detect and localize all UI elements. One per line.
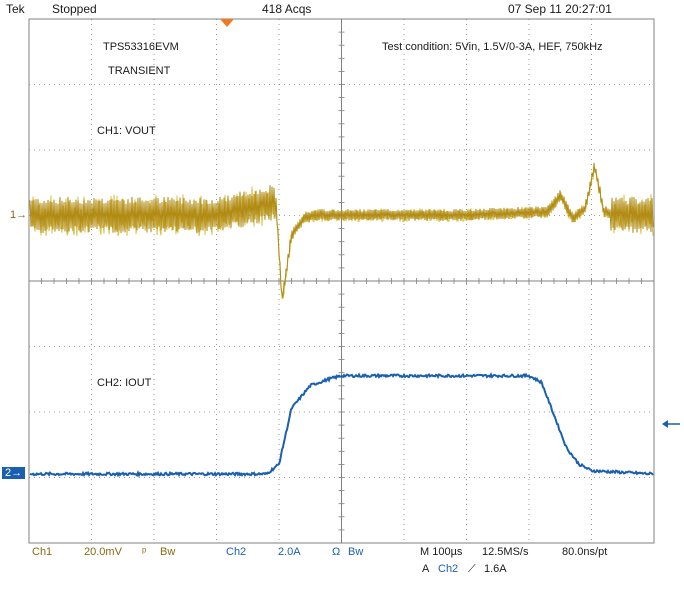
ch1-scale: 20.0mV	[84, 546, 122, 558]
trigger-level-arrow	[662, 420, 680, 428]
ch1-ground-marker: 1→	[10, 209, 27, 221]
timebase: M 100µs	[420, 546, 463, 558]
ch2-bandwidth: Bw	[348, 546, 364, 558]
ch1-name: Ch1	[32, 546, 53, 558]
ch1-vout-trace	[29, 162, 654, 299]
trigger-prefix: A	[422, 563, 430, 575]
timestamp: 07 Sep 11 20:27:01	[508, 2, 612, 16]
trigger-source: Ch2	[438, 563, 459, 575]
brand-label: Tek	[6, 2, 25, 16]
ch2-annotation: CH2: IOUT	[97, 377, 152, 389]
test-condition-label: Test condition: 5Vin, 1.5V/0-3A, HEF, 75…	[382, 41, 603, 53]
test-type-label: TRANSIENT	[108, 65, 171, 77]
arrow-right-icon: →	[11, 467, 23, 479]
top-status-bar: Tek Stopped 418 Acqs 07 Sep 11 20:27:01	[0, 0, 684, 18]
ch2-iout-trace	[29, 372, 654, 478]
ch1-ground-label: 1	[10, 209, 17, 221]
ch1-coupling-icon: ᵖ	[142, 546, 147, 558]
bottom-status-bar: Ch1 20.0mV ᵖ Bw Ch2 2.0A Ω Bw M 100µs 12…	[0, 543, 684, 583]
ch2-ground-marker: 2→	[2, 467, 26, 479]
device-label: TPS53316EVM	[103, 41, 179, 53]
arrow-right-icon: →	[16, 209, 28, 221]
record-resolution: 80.0ns/pt	[562, 546, 608, 558]
rising-edge-icon: ⟋	[468, 563, 476, 575]
graticule	[28, 18, 655, 544]
ch2-name: Ch2	[226, 546, 247, 558]
ch1-bandwidth: Bw	[160, 546, 176, 558]
ch2-coupling: Ω	[332, 546, 341, 558]
trigger-level: 1.6A	[484, 563, 507, 575]
ch2-ground-label: 2	[5, 467, 12, 479]
ch1-annotation: CH1: VOUT	[97, 125, 156, 137]
trigger-position-marker	[220, 19, 234, 27]
ch2-scale: 2.0A	[278, 546, 301, 558]
run-state: Stopped	[52, 2, 97, 16]
sample-rate: 12.5MS/s	[482, 546, 529, 558]
acquisition-count: 418 Acqs	[262, 2, 312, 16]
